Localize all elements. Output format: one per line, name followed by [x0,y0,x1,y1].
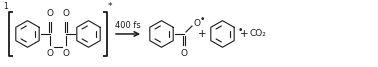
Text: •: • [238,26,243,35]
Text: O: O [181,49,187,58]
Text: +: + [198,29,206,39]
Text: O: O [62,9,70,18]
Text: 1: 1 [3,2,8,11]
Text: O: O [62,49,70,58]
Text: O: O [46,9,54,18]
Text: *: * [108,2,113,11]
Text: +: + [240,29,248,39]
Text: 400 fs: 400 fs [115,21,141,30]
Text: O: O [46,49,54,58]
Text: O: O [194,19,201,28]
Text: CO₂: CO₂ [249,29,266,38]
Text: •: • [200,15,205,24]
